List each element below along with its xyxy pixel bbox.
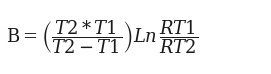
Text: $\mathrm{B{=}}\left(\dfrac{\mathit{T2*T1}}{\mathit{T2-T1}}\right)\mathit{Ln}\,\d: $\mathrm{B{=}}\left(\dfrac{\mathit{T2*T1… <box>6 18 198 56</box>
